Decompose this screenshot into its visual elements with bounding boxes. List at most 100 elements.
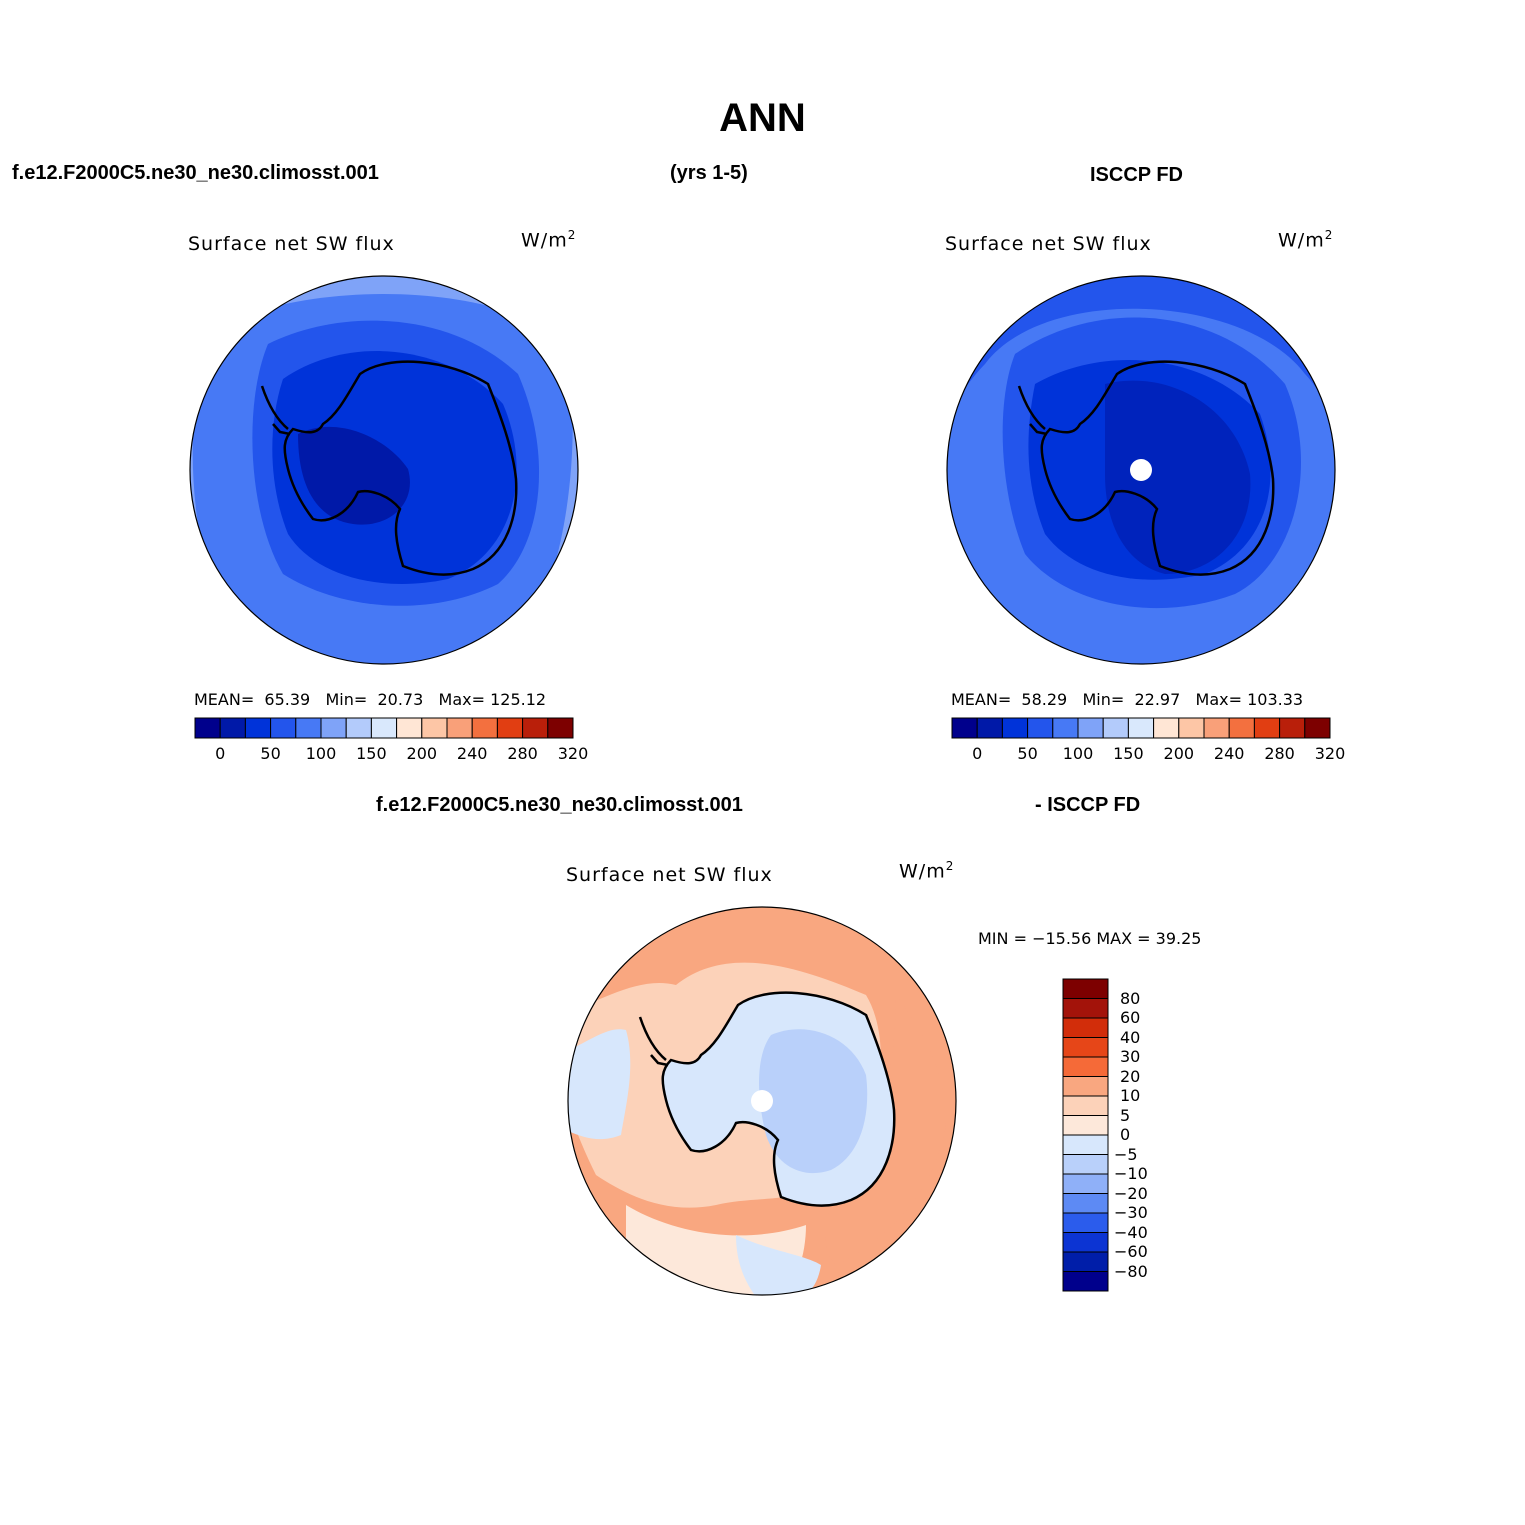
diff-colorbar-tick-label: 30 (1120, 1047, 1141, 1066)
model-polar-map (189, 275, 579, 665)
diff-variable-label: Surface net SW flux (566, 864, 773, 886)
colorbar-box (1178, 717, 1205, 739)
obs-pole-hole (1130, 459, 1152, 481)
diff-colorbar-tick-label: −60 (1114, 1242, 1148, 1261)
obs-colorbar (951, 717, 1331, 739)
colorbar-tick-label: 0 (972, 744, 983, 763)
colorbar-box (219, 717, 246, 739)
colorbar-box (951, 717, 978, 739)
diff-colorbar-box (1062, 1134, 1109, 1155)
diff-colorbar-box (1062, 1095, 1109, 1116)
diff-polar-map (567, 906, 957, 1296)
diff-colorbar-tick-label: 60 (1120, 1008, 1141, 1027)
diff-colorbar-box (1062, 1037, 1109, 1058)
colorbar-box (1228, 717, 1255, 739)
diff-colorbar-box (1062, 978, 1109, 999)
obs-units-label: W/m2 (1278, 228, 1334, 252)
colorbar-tick-label: 50 (1017, 744, 1038, 763)
colorbar-box (547, 717, 574, 739)
colorbar-box (1027, 717, 1054, 739)
main-title: ANN (719, 96, 806, 140)
obs-variable-label: Surface net SW flux (945, 233, 1152, 255)
colorbar-tick-label: 0 (215, 744, 226, 763)
diff-colorbar-tick-label: 5 (1120, 1105, 1131, 1125)
diff-colorbar-box (1062, 1115, 1109, 1136)
diff-case-name-label: f.e12.F2000C5.ne30_ne30.climosst.001 (376, 794, 743, 816)
colorbar-box (1203, 717, 1230, 739)
model-colorbar (194, 717, 574, 739)
diff-colorbar-tick-label: 20 (1120, 1066, 1141, 1086)
colorbar-tick-label: 240 (1213, 744, 1245, 763)
colorbar-box (1279, 717, 1306, 739)
case-name-label: f.e12.F2000C5.ne30_ne30.climosst.001 (12, 162, 379, 184)
diff-colorbar-box (1062, 1232, 1109, 1253)
colorbar-box (976, 717, 1003, 739)
diff-interior-negative (759, 1029, 868, 1174)
diff-units-label: W/m2 (899, 859, 955, 883)
diff-colorbar-tick-label: −40 (1114, 1222, 1148, 1242)
colorbar-box (446, 717, 473, 739)
colorbar-tick-label: 100 (1062, 744, 1094, 763)
obs-name-label: ISCCP FD (1090, 164, 1183, 186)
colorbar-tick-label: 150 (356, 744, 387, 763)
colorbar-box (1153, 717, 1180, 739)
diff-pole-hole (751, 1090, 773, 1112)
model-coastline (283, 360, 518, 576)
colorbar-box (295, 717, 322, 739)
colorbar-tick-label: 280 (507, 744, 538, 763)
diff-colorbar-box (1062, 1271, 1109, 1292)
colorbar-tick-label: 280 (1264, 744, 1295, 763)
colorbar-box (1253, 717, 1281, 739)
diff-colorbar-tick-label: 80 (1120, 988, 1141, 1008)
colorbar-box (1102, 717, 1129, 739)
colorbar-box (194, 717, 221, 739)
diff-colorbar-box (1062, 1056, 1109, 1077)
colorbar-box (496, 717, 524, 739)
diff-coastline (661, 991, 896, 1207)
colorbar-box (320, 717, 347, 739)
diff-colorbar-box (1062, 998, 1109, 1019)
model-units-label: W/m2 (521, 228, 577, 252)
diff-colorbar-box (1062, 1173, 1109, 1194)
model-variable-label: Surface net SW flux (188, 233, 395, 255)
colorbar-tick-label: 200 (1163, 744, 1195, 763)
diff-colorbar-box (1062, 1193, 1109, 1214)
colorbar-box (1127, 717, 1155, 739)
obs-peninsula (1017, 385, 1048, 436)
colorbar-box (396, 717, 423, 739)
obs-coastline (1040, 360, 1275, 576)
colorbar-box (471, 717, 498, 739)
colorbar-tick-label: 320 (557, 744, 589, 763)
diff-colorbar-box (1062, 1017, 1109, 1038)
obs-stats: MEAN= 58.29 Min= 22.97 Max= 103.33 (951, 690, 1304, 709)
diff-colorbar-tick-label: 0 (1120, 1125, 1131, 1144)
colorbar-box (244, 717, 272, 739)
colorbar-box (1001, 717, 1029, 739)
model-stats: MEAN= 65.39 Min= 20.73 Max= 125.12 (194, 690, 547, 709)
colorbar-box (1077, 717, 1104, 739)
diff-colorbar-tick-label: −10 (1114, 1164, 1148, 1183)
diff-colorbar (1062, 978, 1109, 1292)
diff-peninsula (638, 1016, 669, 1067)
diff-colorbar-tick-label: 10 (1120, 1086, 1141, 1105)
diff-colorbar-tick-label: −80 (1114, 1261, 1148, 1281)
colorbar-tick-label: 320 (1314, 744, 1346, 763)
colorbar-tick-label: 150 (1113, 744, 1144, 763)
colorbar-box (345, 717, 372, 739)
colorbar-box (1052, 717, 1079, 739)
diff-colorbar-box (1062, 1251, 1109, 1272)
colorbar-box (522, 717, 549, 739)
colorbar-box (270, 717, 297, 739)
diff-obs-name-label: - ISCCP FD (1035, 794, 1141, 816)
obs-polar-map (946, 275, 1336, 665)
diff-colorbar-box (1062, 1212, 1109, 1233)
diff-colorbar-box (1062, 1076, 1109, 1097)
model-peninsula (260, 385, 291, 436)
diff-colorbar-box (1062, 1154, 1109, 1175)
colorbar-tick-label: 100 (305, 744, 337, 763)
colorbar-box (421, 717, 448, 739)
colorbar-box (370, 717, 398, 739)
diff-colorbar-tick-label: −30 (1114, 1203, 1148, 1222)
diff-colorbar-tick-label: −5 (1114, 1144, 1138, 1164)
